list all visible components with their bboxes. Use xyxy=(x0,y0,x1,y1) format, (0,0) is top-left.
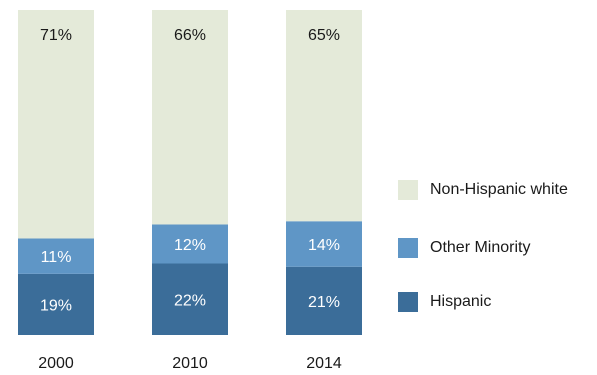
bar-segment-hispanic-2000 xyxy=(18,273,94,335)
bar-segment-other-minority-2010 xyxy=(152,224,228,264)
bar-segment-non-hispanic-white-2010 xyxy=(152,10,228,225)
value-label-hispanic-2000: 19% xyxy=(40,297,72,314)
legend-label-hispanic: Hispanic xyxy=(430,293,492,310)
x-tick-label-2010: 2010 xyxy=(172,355,208,372)
value-labels-group: 19% 11% 71% 22% 12% 66% 21% 14% 65% xyxy=(40,27,340,314)
value-label-hispanic-2014: 21% xyxy=(308,294,340,311)
value-label-other-minority-2010: 12% xyxy=(174,237,206,254)
value-label-non-hispanic-white-2014: 65% xyxy=(308,27,340,44)
value-label-other-minority-2000: 11% xyxy=(41,249,72,266)
legend-swatch-other-minority xyxy=(398,238,418,258)
x-tick-label-2014: 2014 xyxy=(306,355,342,372)
value-label-hispanic-2010: 22% xyxy=(174,292,206,309)
legend-label-other-minority: Other Minority xyxy=(430,239,531,256)
legend-item-other-minority: Other Minority xyxy=(398,236,530,260)
legend-item-non-hispanic-white: Non-Hispanic white xyxy=(398,178,568,202)
bar-segment-other-minority-2014 xyxy=(286,221,362,267)
bar-segment-non-hispanic-white-2014 xyxy=(286,10,362,222)
bar-segment-hispanic-2010 xyxy=(152,263,228,335)
legend-swatch-non-hispanic-white xyxy=(398,180,418,200)
bars-group xyxy=(18,10,362,335)
legend-swatch-hispanic xyxy=(398,292,418,312)
bar-segment-other-minority-2000 xyxy=(18,238,94,274)
x-axis-tick-labels: 2000 2010 2014 xyxy=(38,355,342,372)
bar-segment-non-hispanic-white-2000 xyxy=(18,10,94,239)
value-label-other-minority-2014: 14% xyxy=(308,237,340,254)
legend-label-non-hispanic-white: Non-Hispanic white xyxy=(430,181,568,198)
bar-segment-hispanic-2014 xyxy=(286,266,362,335)
value-label-non-hispanic-white-2010: 66% xyxy=(174,27,206,44)
x-tick-label-2000: 2000 xyxy=(38,355,74,372)
value-label-non-hispanic-white-2000: 71% xyxy=(40,27,72,44)
legend-item-hispanic: Hispanic xyxy=(398,290,491,314)
